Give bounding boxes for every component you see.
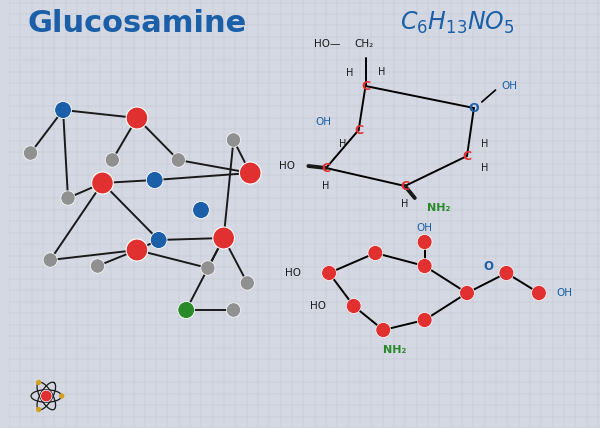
Text: H: H [401,199,409,209]
Circle shape [41,390,52,402]
Text: H: H [322,181,330,191]
Text: C: C [400,179,409,193]
Circle shape [322,265,337,280]
Text: NH₂: NH₂ [427,203,450,213]
Circle shape [171,153,185,167]
Circle shape [460,285,475,300]
Text: HO—: HO— [314,39,340,49]
Circle shape [417,312,432,327]
Circle shape [346,298,361,313]
Circle shape [105,153,119,167]
Text: H: H [339,139,347,149]
Text: OH: OH [502,81,517,91]
Text: O: O [484,261,494,273]
Circle shape [226,303,241,317]
Text: CH₂: CH₂ [354,39,373,49]
Circle shape [37,407,41,411]
Circle shape [368,246,383,261]
Text: NH₂: NH₂ [383,345,407,355]
Text: C: C [463,149,472,163]
Circle shape [532,285,547,300]
Text: HO: HO [278,161,295,171]
Text: O: O [469,101,479,115]
Circle shape [92,172,113,194]
Circle shape [417,235,432,250]
Text: H: H [346,68,353,78]
Circle shape [37,380,41,384]
Circle shape [61,191,75,205]
Circle shape [201,261,215,275]
Circle shape [239,162,261,184]
Text: OH: OH [557,288,572,298]
Circle shape [417,259,432,273]
Text: C: C [361,80,370,92]
Circle shape [60,394,64,398]
Text: C: C [354,124,363,137]
Text: $C_6H_{13}NO_5$: $C_6H_{13}NO_5$ [400,10,514,36]
Circle shape [499,265,514,280]
Circle shape [91,259,104,273]
Text: H: H [377,67,385,77]
Circle shape [376,323,391,338]
Circle shape [213,227,235,249]
Text: C: C [322,161,331,175]
Text: HO: HO [286,268,301,278]
Circle shape [146,172,163,188]
Circle shape [193,202,209,219]
Text: HO: HO [310,301,326,311]
Text: OH: OH [416,223,433,233]
Circle shape [43,253,58,267]
Circle shape [150,232,167,249]
Circle shape [240,276,254,290]
Text: H: H [481,139,488,149]
Circle shape [226,133,241,147]
Text: Glucosamine: Glucosamine [28,9,247,38]
Circle shape [178,301,194,318]
Text: OH: OH [315,117,331,127]
Text: H: H [481,163,488,173]
Circle shape [126,107,148,129]
Circle shape [126,239,148,261]
Circle shape [55,101,71,119]
Circle shape [23,146,38,160]
